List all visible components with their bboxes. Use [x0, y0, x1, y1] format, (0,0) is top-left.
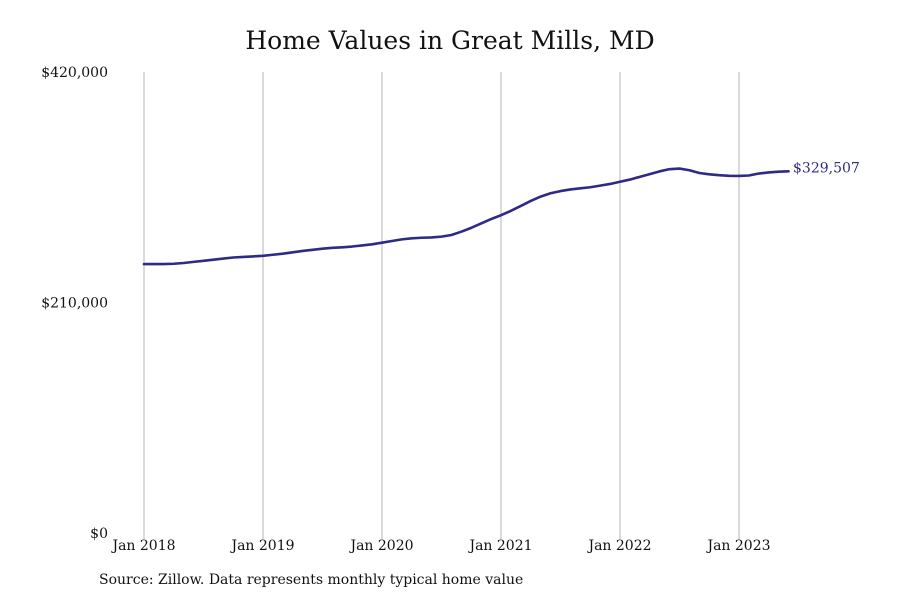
series-line [142, 167, 790, 266]
x-tick-label: Jan 2022 [586, 538, 651, 554]
x-tick-label: Jan 2020 [348, 538, 413, 554]
axis-labels: Jan 2018 Jan 2019 Jan 2020 Jan 2021 Jan 2022… [41, 65, 860, 554]
x-tick-label: Jan 2021 [467, 538, 532, 554]
end-value-label: $329,507 [793, 160, 860, 176]
source-note: Source: Zillow. Data represents monthly … [99, 572, 524, 588]
y-tick-label: $420,000 [41, 65, 108, 81]
x-tick-label: Jan 2018 [110, 538, 175, 554]
series-layer [142, 167, 790, 266]
y-tick-label: $0 [90, 526, 108, 542]
grid-lines [143, 72, 740, 539]
y-tick-label: $210,000 [41, 296, 108, 312]
x-tick-label: Jan 2023 [705, 538, 770, 554]
chart-title: Home Values in Great Mills, MD [245, 26, 655, 55]
x-tick-label: Jan 2019 [229, 538, 294, 554]
